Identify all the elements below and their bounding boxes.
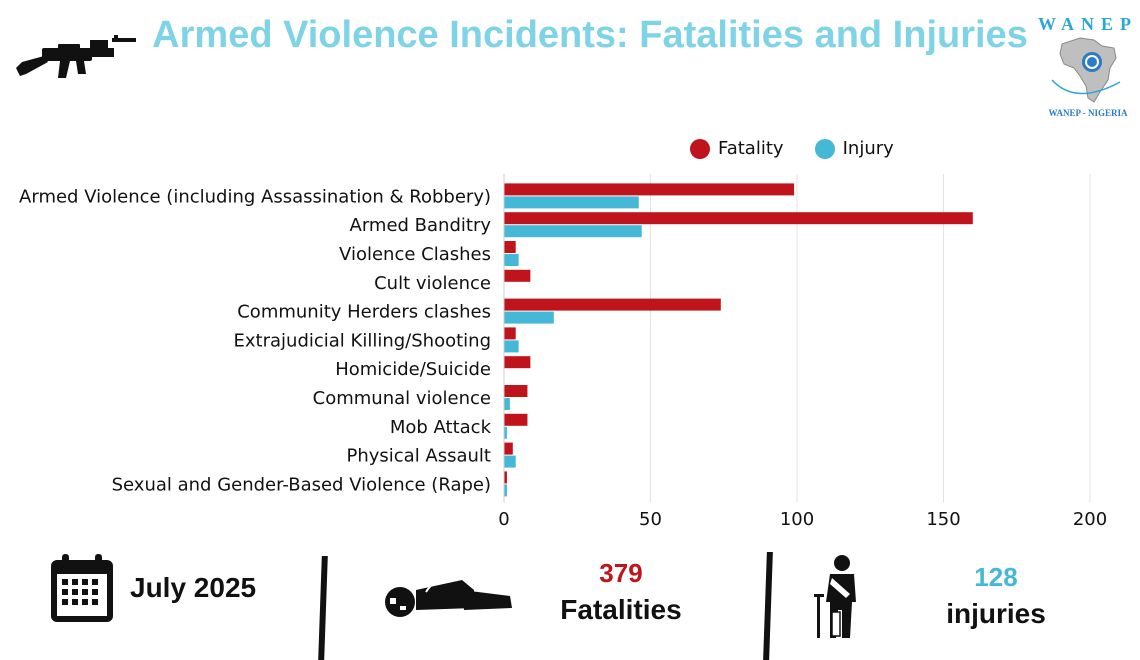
injury-bar <box>504 340 519 353</box>
category-label: Mob Attack <box>390 417 492 438</box>
separator-right <box>763 552 773 660</box>
injury-bar <box>504 196 639 209</box>
injury-bar <box>504 311 554 324</box>
fatality-bar <box>504 269 531 282</box>
x-tick-label: 150 <box>926 509 960 530</box>
injury-bar <box>504 254 519 266</box>
rifle-icon <box>16 35 136 78</box>
category-label: Homicide/Suicide <box>335 359 491 380</box>
calendar-icon <box>51 554 113 622</box>
fatality-bar <box>504 298 721 311</box>
fatalities-value: 379 <box>599 558 643 588</box>
logo-top-text: WANEP <box>1037 14 1138 34</box>
legend: Fatality Injury <box>690 138 920 162</box>
injury-bar <box>504 398 510 410</box>
fatality-bar <box>504 471 507 484</box>
fatality-bar <box>504 183 795 196</box>
fatality-bar <box>504 385 528 397</box>
logo-bottom-text: WANEP - NIGERIA <box>1048 108 1128 118</box>
category-label: Armed Violence (including Assassination … <box>19 186 491 207</box>
x-tick-label: 100 <box>780 509 814 530</box>
legend-item-injury: Injury <box>814 138 894 159</box>
fatality-bar <box>504 442 513 455</box>
lying-person-icon <box>385 579 512 617</box>
wanep-logo: WANEP WANEP - NIGERIA <box>1036 10 1140 122</box>
category-label: Community Herders clashes <box>237 302 491 323</box>
x-tick-label: 50 <box>639 509 662 530</box>
injury-bar <box>504 484 507 497</box>
injury-bar <box>504 455 516 468</box>
category-label: Violence Clashes <box>339 244 491 265</box>
category-label: Physical Assault <box>346 446 491 467</box>
fatality-bar <box>504 356 531 369</box>
category-label: Extrajudicial Killing/Shooting <box>234 330 491 351</box>
report-date: July 2025 <box>130 572 257 603</box>
x-tick-label: 0 <box>498 509 509 530</box>
injuries-label: injuries <box>946 598 1046 629</box>
fatality-bar <box>504 212 973 225</box>
fatalities-label: Fatalities <box>560 594 682 625</box>
fatality-bar <box>504 413 528 426</box>
separator-left <box>318 556 328 660</box>
injured-person-icon <box>814 555 856 638</box>
x-tick-label: 200 <box>1073 509 1107 530</box>
legend-item-fatality: Fatality <box>690 138 784 159</box>
category-label: Sexual and Gender-Based Violence (Rape) <box>112 474 491 495</box>
bar-chart: 0 50 100 150 200 Armed Violence (including As… <box>19 174 1107 530</box>
page-title: Armed Violence Incidents: Fatalities and… <box>152 14 1028 56</box>
injuries-value: 128 <box>974 562 1018 592</box>
injury-swatch <box>814 138 835 159</box>
fatality-bar <box>504 327 516 340</box>
injury-bar <box>504 225 642 238</box>
africa-map-icon <box>1051 37 1121 103</box>
category-label: Communal violence <box>313 388 491 409</box>
fatality-swatch <box>690 138 710 159</box>
injury-bar <box>504 426 507 439</box>
legend-label-injury: Injury <box>842 138 894 159</box>
category-label: Cult violence <box>374 273 491 294</box>
fatality-bar <box>504 241 516 253</box>
legend-label-fatality: Fatality <box>718 138 784 159</box>
category-label: Armed Banditry <box>350 215 492 236</box>
